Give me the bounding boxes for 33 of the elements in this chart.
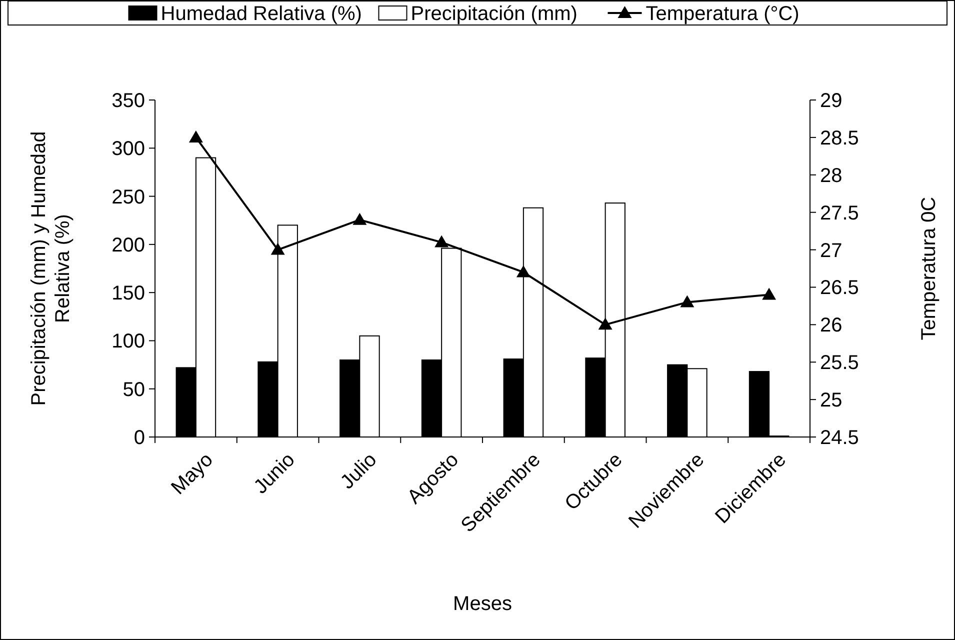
- point: [762, 288, 776, 300]
- x-tick-label: Julio: [336, 448, 382, 494]
- point: [270, 242, 285, 255]
- legend-label: Precipitación (mm): [410, 3, 578, 25]
- y2-tick-label: 25: [820, 390, 842, 412]
- y2-tick-label: 26: [820, 314, 842, 337]
- point: [516, 265, 530, 278]
- point: [680, 295, 694, 308]
- y2-axis-title: Temperatura 0C: [918, 196, 940, 340]
- y2-tick-label: 25.5: [820, 352, 859, 374]
- y2-tick-label: 24.5: [820, 427, 859, 449]
- point: [188, 130, 203, 142]
- y-tick-label: 350: [112, 90, 145, 112]
- point: [434, 235, 449, 248]
- y2-tick-label: 29: [820, 90, 842, 112]
- y2-tick-label: 28: [820, 164, 842, 187]
- y-tick-label: 200: [112, 234, 145, 256]
- y2-tick-label: 26.5: [820, 277, 859, 300]
- y-tick-label: 250: [112, 186, 145, 208]
- legend-label: Temperatura (°C): [646, 3, 800, 25]
- y2-tick-label: 27: [820, 240, 842, 262]
- point: [598, 318, 612, 330]
- y-tick-label: 0: [134, 427, 145, 449]
- y-tick-label: 150: [112, 282, 145, 305]
- y2-tick-label: 28.5: [820, 127, 859, 150]
- y-axis-title: Precipitación (mm) y Humedad Relativa (%): [28, 131, 74, 406]
- y2-tick-label: 27.5: [820, 202, 859, 224]
- y-tick-label: 300: [112, 138, 145, 160]
- y-tick-label: 50: [122, 378, 145, 401]
- legend-label: Humedad Relativa (%): [160, 3, 362, 25]
- point: [352, 212, 367, 225]
- x-axis-title: Meses: [453, 593, 512, 615]
- y-tick-label: 100: [112, 330, 145, 353]
